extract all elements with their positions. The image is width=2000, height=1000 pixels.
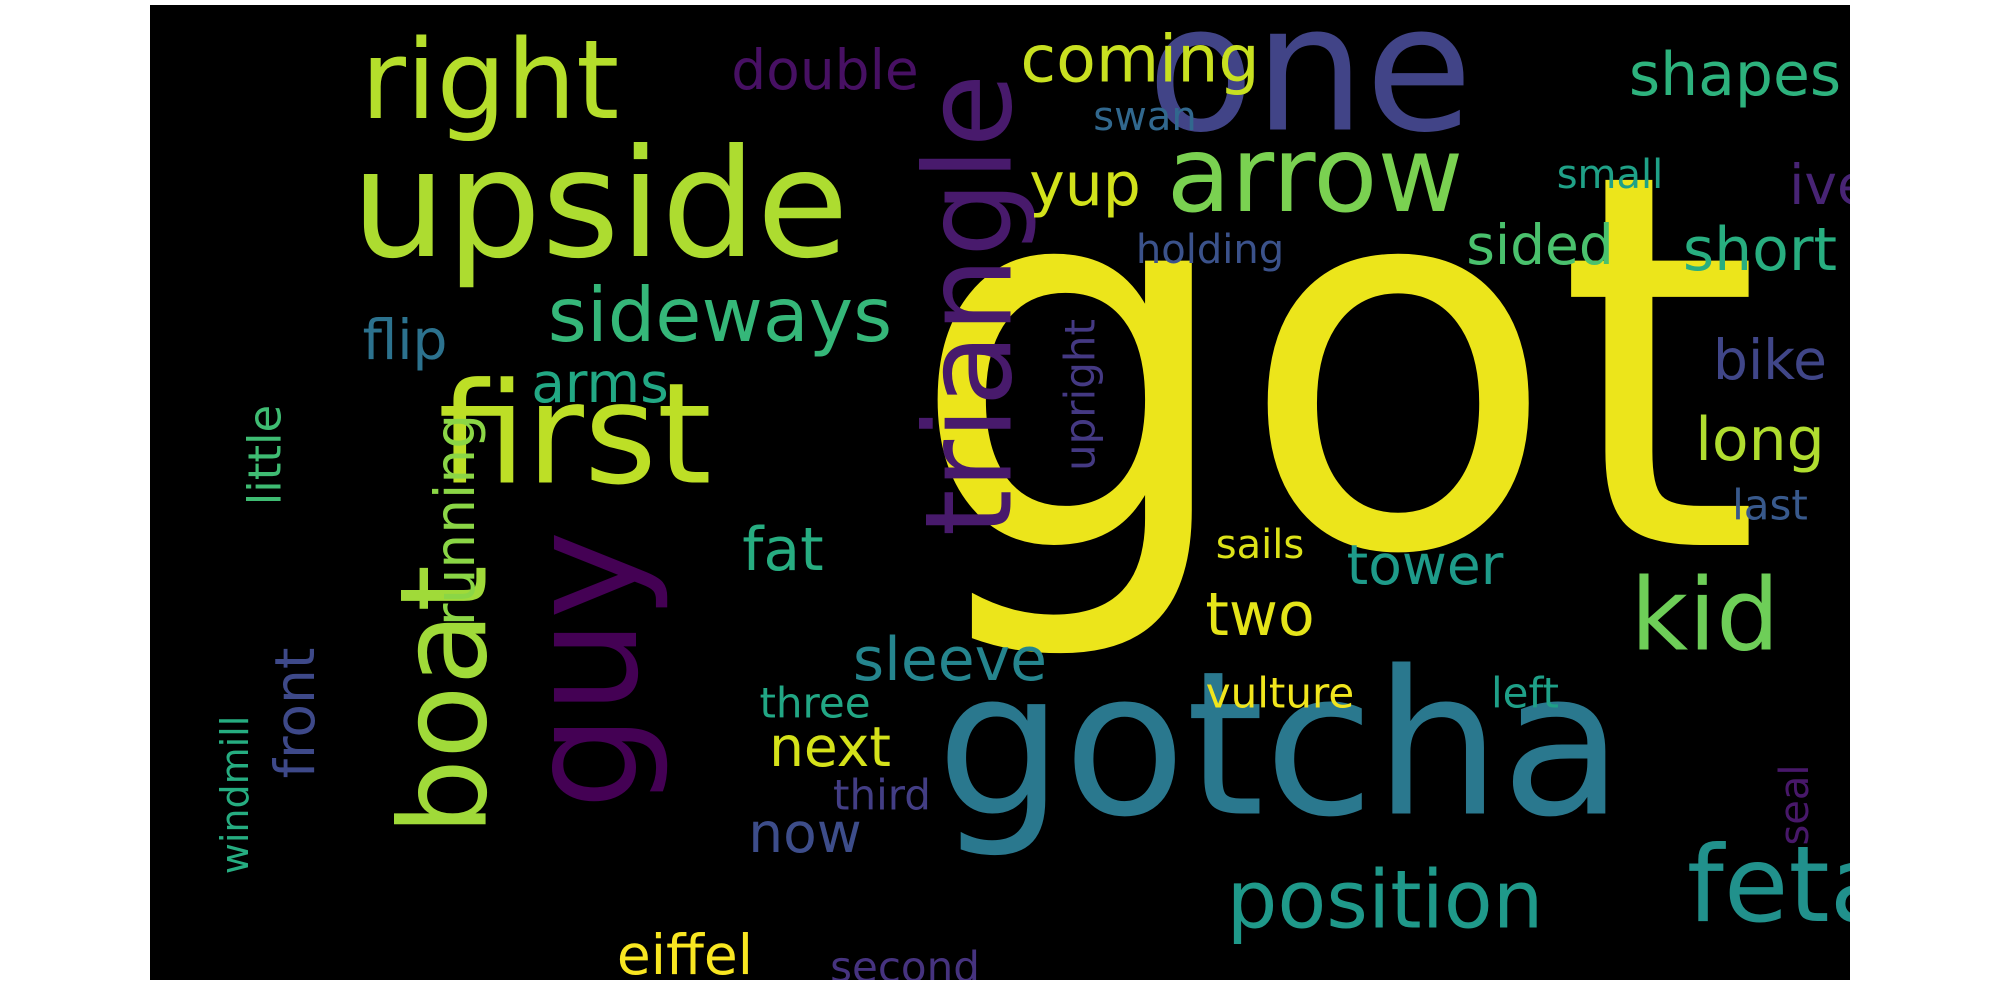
- word-cloud: got gotcha one upside guy first triangle arrow b…: [150, 5, 1850, 980]
- word-first: first: [438, 354, 712, 517]
- word-bike: bike: [1713, 328, 1827, 392]
- word-now: now: [748, 801, 862, 865]
- word-kid: kid: [1630, 557, 1779, 674]
- word-sided: sided: [1466, 213, 1614, 277]
- word-swan: swan: [1093, 94, 1196, 140]
- word-right: right: [361, 16, 619, 144]
- word-left: left: [1491, 669, 1559, 718]
- word-yup: yup: [1029, 150, 1141, 220]
- word-two: two: [1205, 580, 1314, 650]
- word-eiffel: eiffel: [617, 923, 753, 980]
- word-guy: guy: [498, 530, 672, 809]
- word-vulture: vulture: [1206, 669, 1354, 718]
- word-sails: sails: [1216, 522, 1304, 568]
- word-running: running: [423, 414, 487, 626]
- word-seal: seal: [1772, 764, 1818, 845]
- word-third: third: [833, 771, 931, 820]
- word-flip: flip: [363, 308, 448, 372]
- word-shapes: shapes: [1629, 40, 1841, 110]
- word-last: last: [1732, 481, 1808, 530]
- word-fat: fat: [742, 515, 823, 585]
- word-got: got: [909, 62, 1761, 668]
- word-coming: coming: [1020, 23, 1259, 98]
- word-short: short: [1683, 215, 1837, 285]
- word-windmill: windmill: [213, 716, 257, 875]
- word-three: three: [759, 679, 870, 728]
- word-small: small: [1557, 152, 1664, 198]
- word-arrow: arrow: [1167, 114, 1464, 236]
- word-long: long: [1695, 405, 1825, 475]
- word-arms: arms: [531, 351, 669, 415]
- cloud-background: [150, 5, 1850, 980]
- word-upside: upside: [351, 118, 849, 292]
- word-boat: boat: [376, 565, 515, 835]
- word-upright: upright: [1056, 319, 1105, 471]
- word-sideways: sideways: [548, 271, 892, 359]
- word-position: position: [1227, 854, 1544, 947]
- word-ive: ive: [1789, 153, 1850, 217]
- word-gotcha: gotcha: [936, 629, 1623, 862]
- word-tower: tower: [1347, 533, 1504, 597]
- word-front: front: [263, 648, 327, 779]
- word-one: one: [1147, 5, 1473, 172]
- word-fetal: fetal: [1687, 824, 1850, 946]
- word-second: second: [830, 943, 980, 981]
- word-sleeve: sleeve: [853, 625, 1047, 695]
- word-little: little: [239, 405, 292, 505]
- word-next: next: [769, 715, 891, 779]
- word-holding: holding: [1136, 227, 1284, 273]
- word-triangle: triangle: [901, 74, 1040, 537]
- word-double: double: [731, 38, 918, 102]
